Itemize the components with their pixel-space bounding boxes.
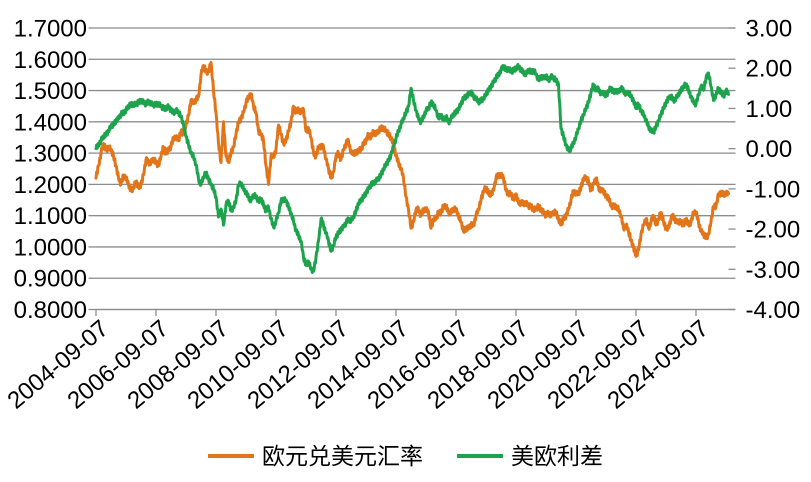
svg-text:1.6000: 1.6000 [14, 47, 87, 74]
legend-label-eurusd: 欧元兑美元汇率 [262, 442, 423, 469]
svg-text:0.9000: 0.9000 [14, 266, 87, 293]
svg-text:3.00: 3.00 [746, 16, 793, 43]
svg-text:0.00: 0.00 [746, 136, 793, 163]
chart-legend: 欧元兑美元汇率 美欧利差 [0, 438, 811, 474]
svg-text:1.7000: 1.7000 [14, 16, 87, 43]
svg-text:1.00: 1.00 [746, 96, 793, 123]
svg-text:1.5000: 1.5000 [14, 78, 87, 105]
svg-text:1.0000: 1.0000 [14, 234, 87, 261]
legend-line-sample-orange [208, 454, 254, 458]
svg-text:1.4000: 1.4000 [14, 109, 87, 136]
svg-text:0.8000: 0.8000 [14, 297, 87, 324]
svg-text:-4.00: -4.00 [746, 297, 801, 324]
legend-label-spread: 美欧利差 [511, 442, 603, 469]
svg-text:-3.00: -3.00 [746, 257, 801, 284]
legend-item-spread: 美欧利差 [457, 442, 603, 469]
svg-text:2.00: 2.00 [746, 56, 793, 83]
svg-text:1.2000: 1.2000 [14, 172, 87, 199]
svg-text:-1.00: -1.00 [746, 176, 801, 203]
svg-text:1.1000: 1.1000 [14, 203, 87, 230]
legend-line-sample-green [457, 454, 503, 458]
svg-text:1.3000: 1.3000 [14, 141, 87, 168]
legend-item-eurusd: 欧元兑美元汇率 [208, 442, 423, 469]
svg-text:-2.00: -2.00 [746, 217, 801, 244]
